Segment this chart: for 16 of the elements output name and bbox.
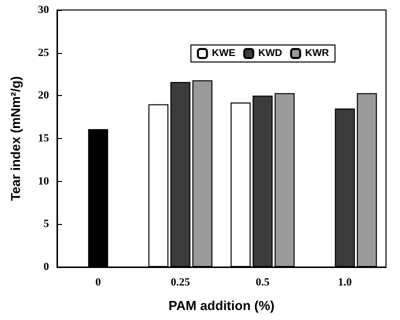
x-tick-label: 0.5	[256, 276, 270, 288]
y-tick-label: 15	[38, 132, 50, 144]
y-axis-title: Tear index (mNm²/g)	[8, 76, 23, 201]
y-tick-label: 0	[44, 261, 50, 273]
x-axis-title: PAM addition (%)	[168, 298, 274, 313]
x-tick-label: 0.25	[170, 276, 190, 288]
legend-label: KWE	[212, 48, 236, 59]
y-tick-label: 5	[44, 218, 50, 230]
y-tick-label: 10	[38, 175, 50, 188]
y-tick-label: 30	[38, 4, 50, 16]
legend-label: KWD	[258, 48, 282, 59]
legend-label: KWR	[305, 48, 330, 59]
x-tick-label: 1.0	[338, 276, 352, 288]
y-tick-label: 25	[38, 46, 50, 59]
y-tick-label: 20	[38, 90, 50, 102]
x-tick-label: 0	[95, 276, 102, 288]
